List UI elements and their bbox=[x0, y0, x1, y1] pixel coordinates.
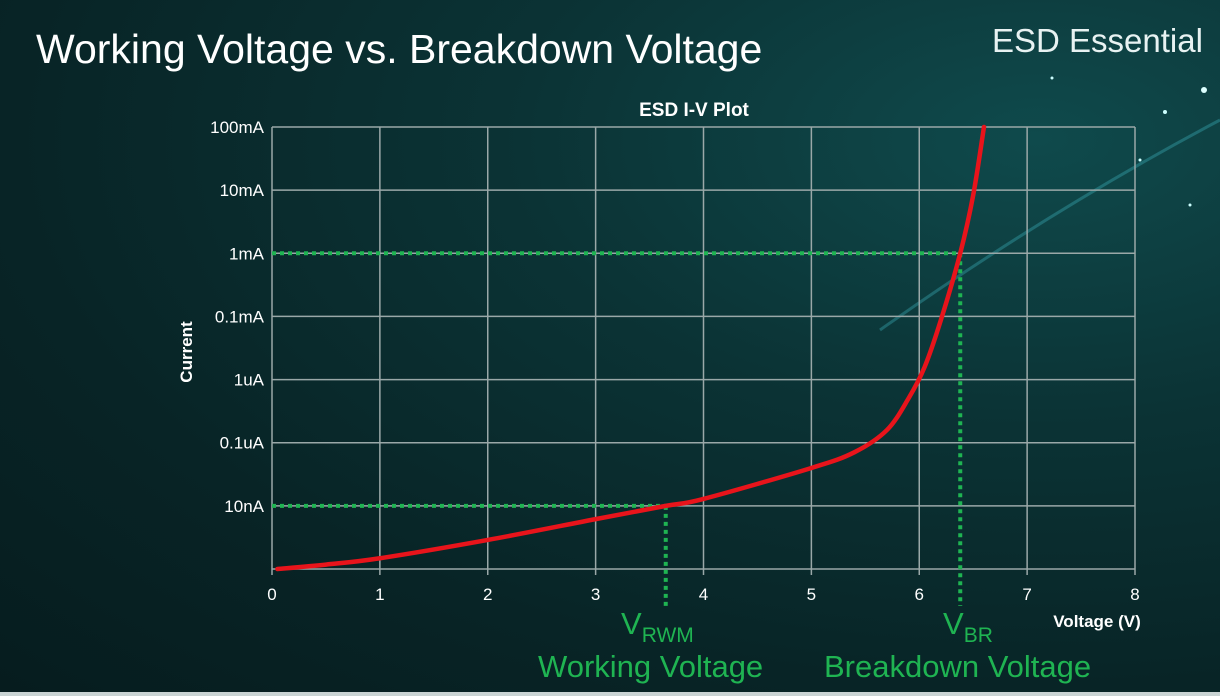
vrwm-label: VRWM bbox=[621, 606, 694, 648]
vrwm-subscript: RWM bbox=[641, 624, 694, 647]
x-tick-label: 8 bbox=[1130, 585, 1139, 604]
star bbox=[1050, 76, 1054, 80]
y-tick-label: 0.1mA bbox=[215, 307, 265, 326]
vrwm-symbol: V bbox=[621, 606, 642, 641]
vbr-subscript: BR bbox=[963, 624, 993, 647]
y-tick-label: 10mA bbox=[220, 181, 265, 200]
x-tick-label: 3 bbox=[591, 585, 600, 604]
x-tick-label: 5 bbox=[807, 585, 816, 604]
star bbox=[1188, 203, 1192, 207]
brand-text: ESD Essential bbox=[992, 22, 1203, 59]
x-tick-label: 6 bbox=[915, 585, 924, 604]
vbr-label: VBR bbox=[943, 606, 993, 648]
x-tick-label: 4 bbox=[699, 585, 708, 604]
star bbox=[1138, 158, 1142, 162]
x-tick-label: 2 bbox=[483, 585, 492, 604]
y-tick-label: 1mA bbox=[229, 244, 265, 263]
y-tick-label: 10nA bbox=[224, 497, 264, 516]
y-tick-label: 1uA bbox=[234, 371, 265, 390]
tick-labels: 0 1 2 3 4 5 6 7 8 10nA 0.1uA 1uA 0.1mA 1mA 10mA 100mA bbox=[210, 118, 1140, 604]
star bbox=[1163, 110, 1167, 114]
working-voltage-caption: Working Voltage bbox=[538, 649, 764, 684]
breakdown-voltage-caption: Breakdown Voltage bbox=[824, 649, 1092, 684]
grid bbox=[271, 126, 1136, 575]
guide-lines bbox=[272, 251, 963, 606]
y-tick-label: 100mA bbox=[210, 118, 265, 137]
x-axis-label: Voltage (V) bbox=[1053, 612, 1141, 631]
y-tick-label: 0.1uA bbox=[220, 434, 265, 453]
vbr-symbol: V bbox=[943, 606, 964, 641]
series bbox=[275, 124, 987, 572]
x-tick-label: 1 bbox=[375, 585, 384, 604]
slide-title: Working Voltage vs. Breakdown Voltage bbox=[36, 26, 763, 72]
star bbox=[1201, 87, 1207, 93]
x-tick-label: 7 bbox=[1022, 585, 1031, 604]
light-streak bbox=[879, 118, 1220, 332]
x-tick-label: 0 bbox=[267, 585, 276, 604]
chart-title: ESD I-V Plot bbox=[639, 100, 749, 121]
bottom-border bbox=[0, 692, 1220, 696]
y-axis-label: Current bbox=[177, 321, 196, 383]
iv-curve bbox=[275, 124, 987, 572]
